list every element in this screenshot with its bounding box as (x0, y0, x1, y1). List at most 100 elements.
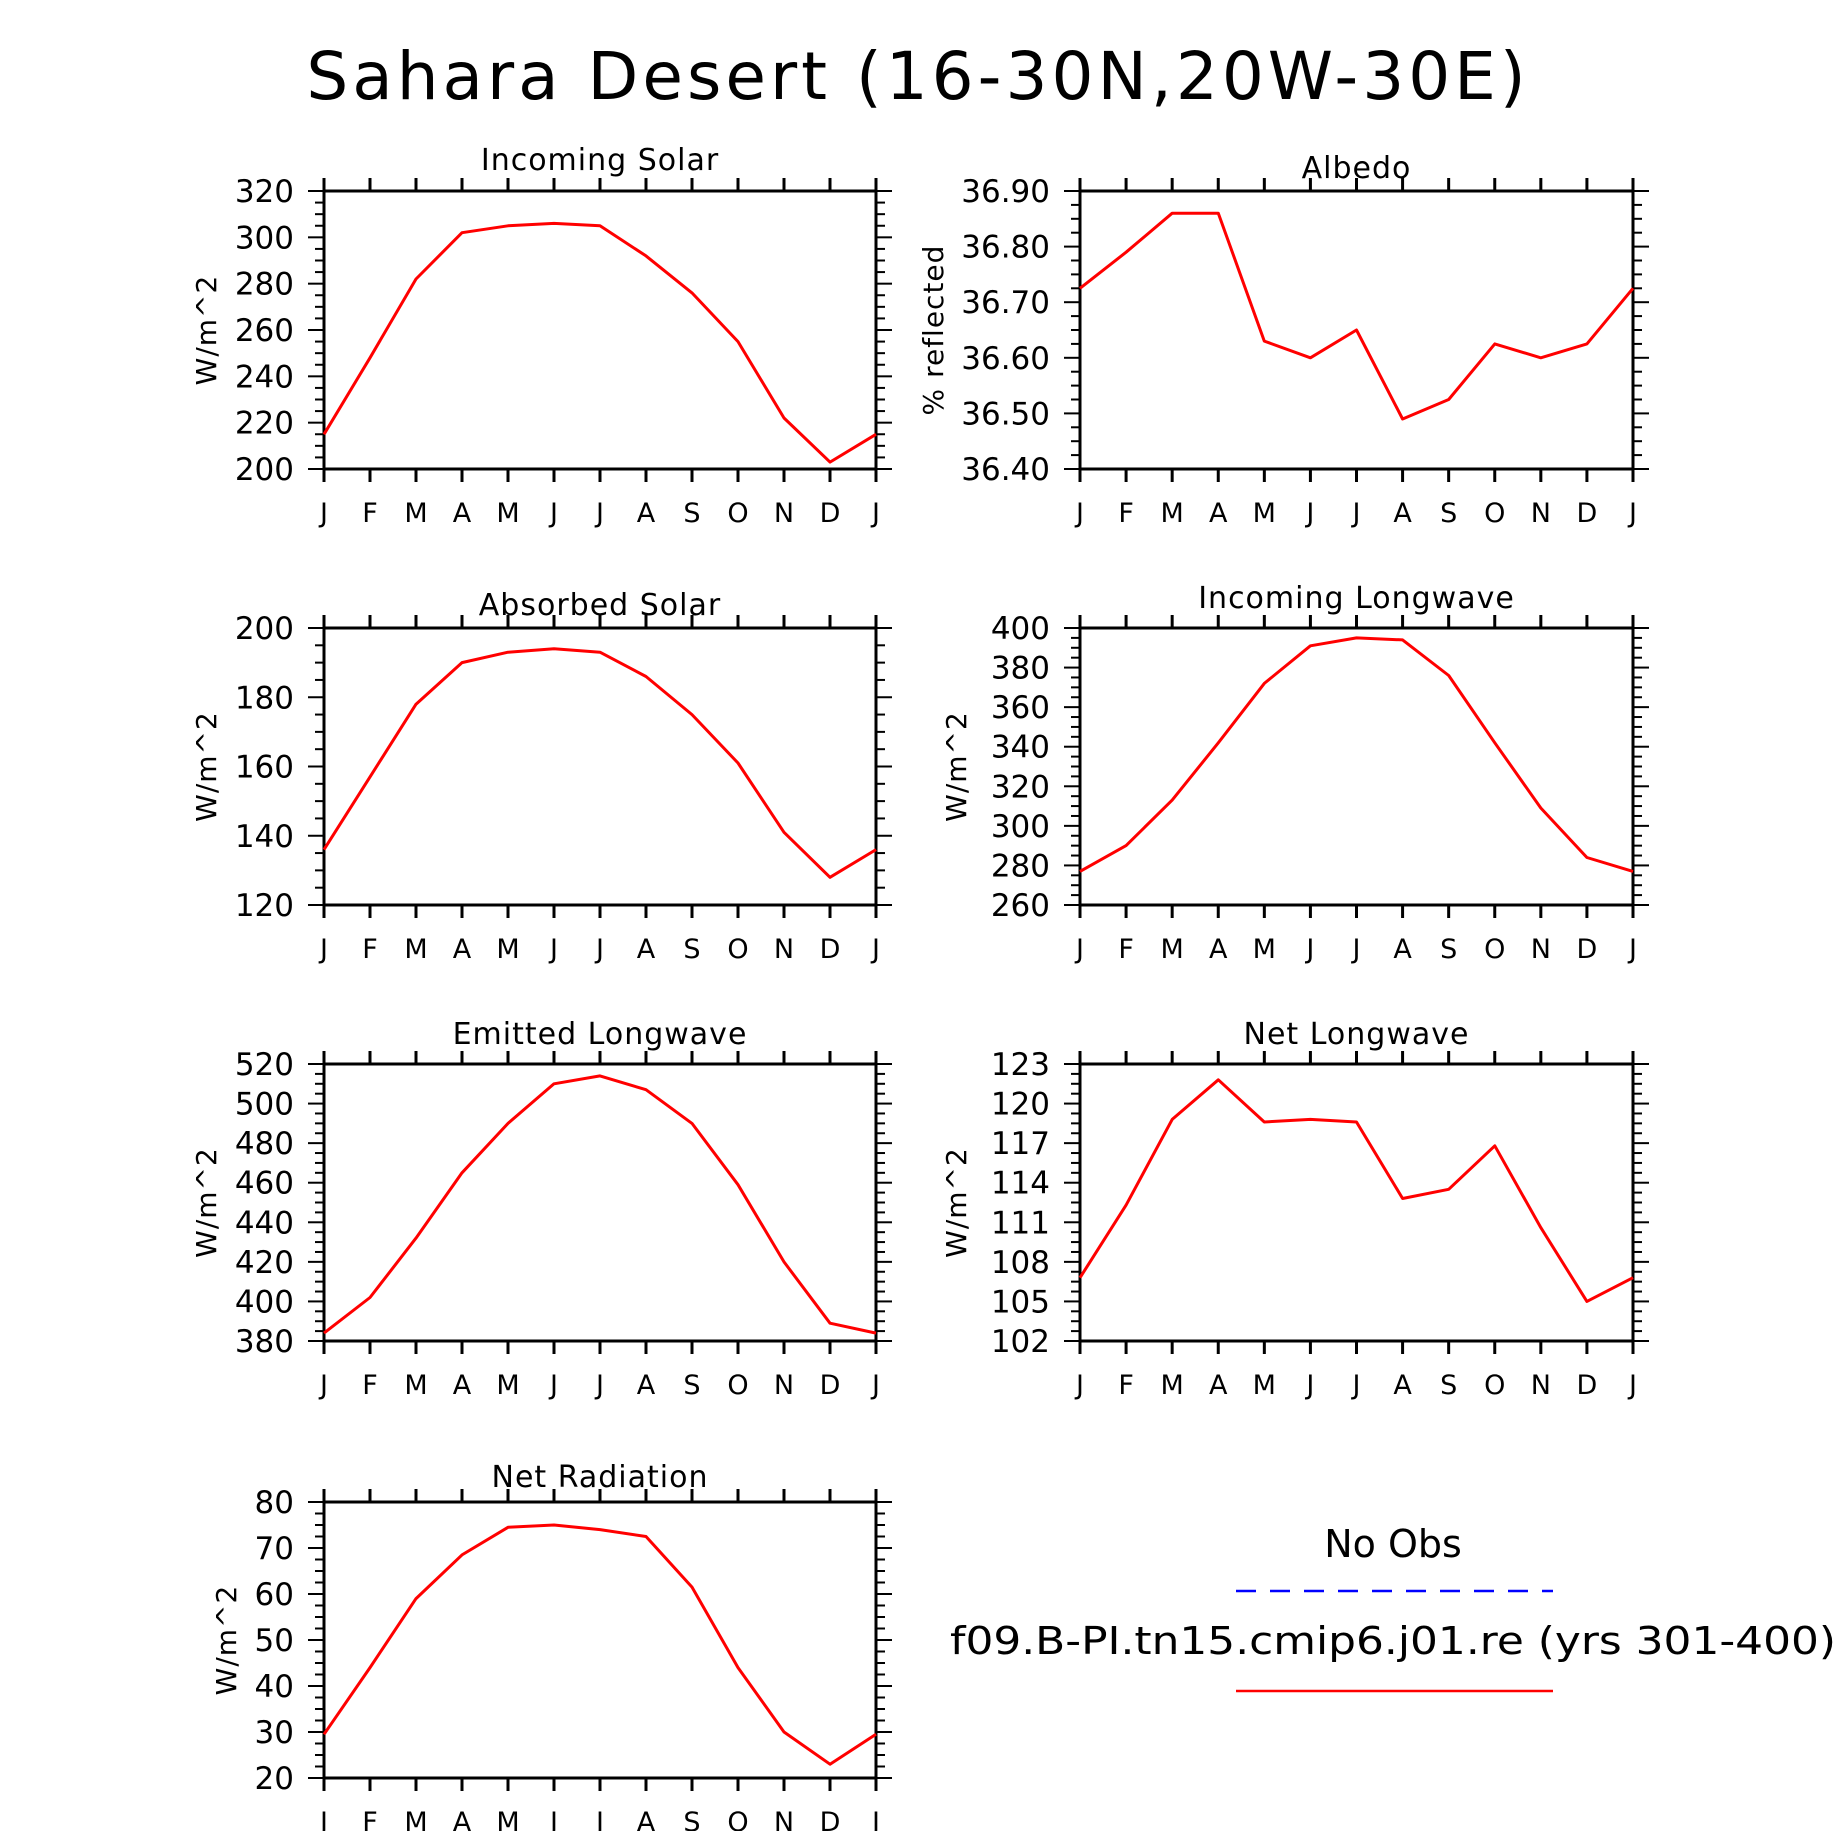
y-tick-label: 160 (235, 750, 294, 786)
x-tick-label: F (1118, 1370, 1134, 1401)
x-tick-label: F (362, 934, 378, 965)
y-tick-label: 50 (255, 1623, 294, 1659)
x-tick-label: S (683, 934, 700, 965)
y-tick-label: 340 (991, 730, 1050, 766)
x-tick-label: J (1074, 498, 1084, 529)
y-tick-label: 114 (991, 1166, 1050, 1202)
x-tick-label: A (453, 498, 472, 529)
y-tick-label: 123 (991, 1047, 1050, 1083)
y-tick-label: 420 (235, 1245, 294, 1281)
x-tick-label: M (404, 1370, 427, 1401)
x-tick-label: M (404, 498, 427, 529)
panel-title: Albedo (1302, 151, 1412, 186)
x-tick-label: O (727, 934, 748, 965)
x-tick-label: J (594, 498, 604, 529)
x-tick-label: A (453, 1807, 472, 1831)
panel-1: J F M A M J J A S O N D J200220240260280300320Incomi… (190, 143, 892, 529)
y-tick-label: 36.60 (961, 341, 1050, 377)
series-line-model (1078, 1078, 1634, 1303)
x-tick-label: O (727, 1807, 748, 1831)
y-tick-label: 480 (235, 1126, 294, 1162)
y-tick-label: 36.70 (961, 285, 1050, 321)
plot-frame (322, 1500, 878, 1780)
panel-5: J F M A M J J A S O N D J380400420440460480500520Emi… (190, 1017, 892, 1401)
x-tick-label: J (548, 1370, 558, 1401)
y-tick-label: 36.50 (961, 396, 1050, 432)
y-tick-label: 117 (991, 1126, 1050, 1162)
x-tick-label: A (637, 1807, 656, 1831)
plot-frame (1078, 626, 1635, 907)
x-tick-label: J (318, 934, 328, 965)
x-tick-label: N (1531, 934, 1551, 965)
y-tick-label: 280 (235, 267, 294, 303)
x-tick-label: J (594, 1370, 604, 1401)
x-tick-label: M (1253, 498, 1276, 529)
y-tick-label: 400 (991, 611, 1050, 647)
y-tick-label: 460 (235, 1166, 294, 1202)
x-tick-label: A (637, 1370, 656, 1401)
x-tick-label: J (548, 1807, 558, 1831)
x-tick-label: A (1393, 934, 1412, 965)
x-tick-label: M (1253, 934, 1276, 965)
x-tick-label: N (1531, 498, 1551, 529)
legend-model-label: f09.B-PI.tn15.cmip6.j01.re (yrs 301-400) (950, 1619, 1836, 1663)
x-tick-label: J (870, 498, 880, 529)
x-tick-label: J (548, 498, 558, 529)
x-tick-label: J (870, 1807, 880, 1831)
plot-frame (322, 1062, 878, 1343)
x-tick-label: O (1484, 1370, 1505, 1401)
series-line-model (322, 221, 877, 464)
y-tick-label: 260 (991, 888, 1050, 924)
y-tick-label: 400 (235, 1284, 294, 1320)
x-tick-label: N (774, 1807, 794, 1831)
panel-4: J F M A M J J A S O N D J260280300320340360380400Inc… (940, 581, 1649, 965)
y-tick-label: 380 (991, 651, 1050, 687)
x-tick-label: S (1440, 498, 1457, 529)
x-tick-label: O (1484, 934, 1505, 965)
y-axis-label: W/m^2 (190, 711, 223, 822)
y-tick-label: 60 (255, 1577, 294, 1613)
x-tick-label: M (1253, 1370, 1276, 1401)
panel-title: Net Radiation (492, 1460, 709, 1495)
x-tick-label: M (496, 1807, 519, 1831)
panel-title: Incoming Solar (481, 143, 719, 178)
panel-title: Incoming Longwave (1198, 581, 1515, 616)
x-tick-label: S (1440, 1370, 1457, 1401)
y-tick-label: 70 (255, 1531, 294, 1567)
series-line-model (1079, 636, 1634, 873)
y-tick-label: 240 (235, 359, 294, 395)
x-tick-label: M (1161, 934, 1184, 965)
y-tick-label: 360 (991, 690, 1050, 726)
plot-frame (322, 626, 878, 907)
y-tick-label: 111 (991, 1205, 1050, 1241)
x-tick-label: A (453, 934, 472, 965)
y-tick-label: 280 (991, 848, 1050, 884)
x-tick-label: M (404, 1807, 427, 1831)
y-tick-label: 380 (235, 1324, 294, 1360)
y-tick-label: 260 (235, 313, 294, 349)
x-tick-label: O (727, 498, 748, 529)
x-tick-label: N (774, 934, 794, 965)
y-tick-label: 105 (991, 1284, 1050, 1320)
x-tick-label: O (1484, 498, 1505, 529)
y-tick-label: 200 (235, 611, 294, 647)
x-tick-label: A (637, 934, 656, 965)
x-tick-label: S (683, 498, 700, 529)
panel-6: J F M A M J J A S O N D J102105108111114117120123Net… (940, 1017, 1649, 1401)
x-tick-label: J (1627, 1370, 1637, 1401)
x-tick-label: J (1351, 1370, 1361, 1401)
x-tick-label: J (1074, 934, 1084, 965)
plot-frame (1078, 1062, 1635, 1343)
x-tick-label: J (1351, 498, 1361, 529)
x-tick-label: D (1577, 934, 1598, 965)
y-tick-label: 36.40 (961, 452, 1050, 488)
panel-title: Emitted Longwave (453, 1017, 748, 1052)
x-tick-label: D (1577, 1370, 1598, 1401)
x-tick-label: O (727, 1370, 748, 1401)
x-tick-label: S (683, 1807, 700, 1831)
y-tick-label: 80 (255, 1485, 294, 1521)
x-tick-label: A (1209, 498, 1228, 529)
